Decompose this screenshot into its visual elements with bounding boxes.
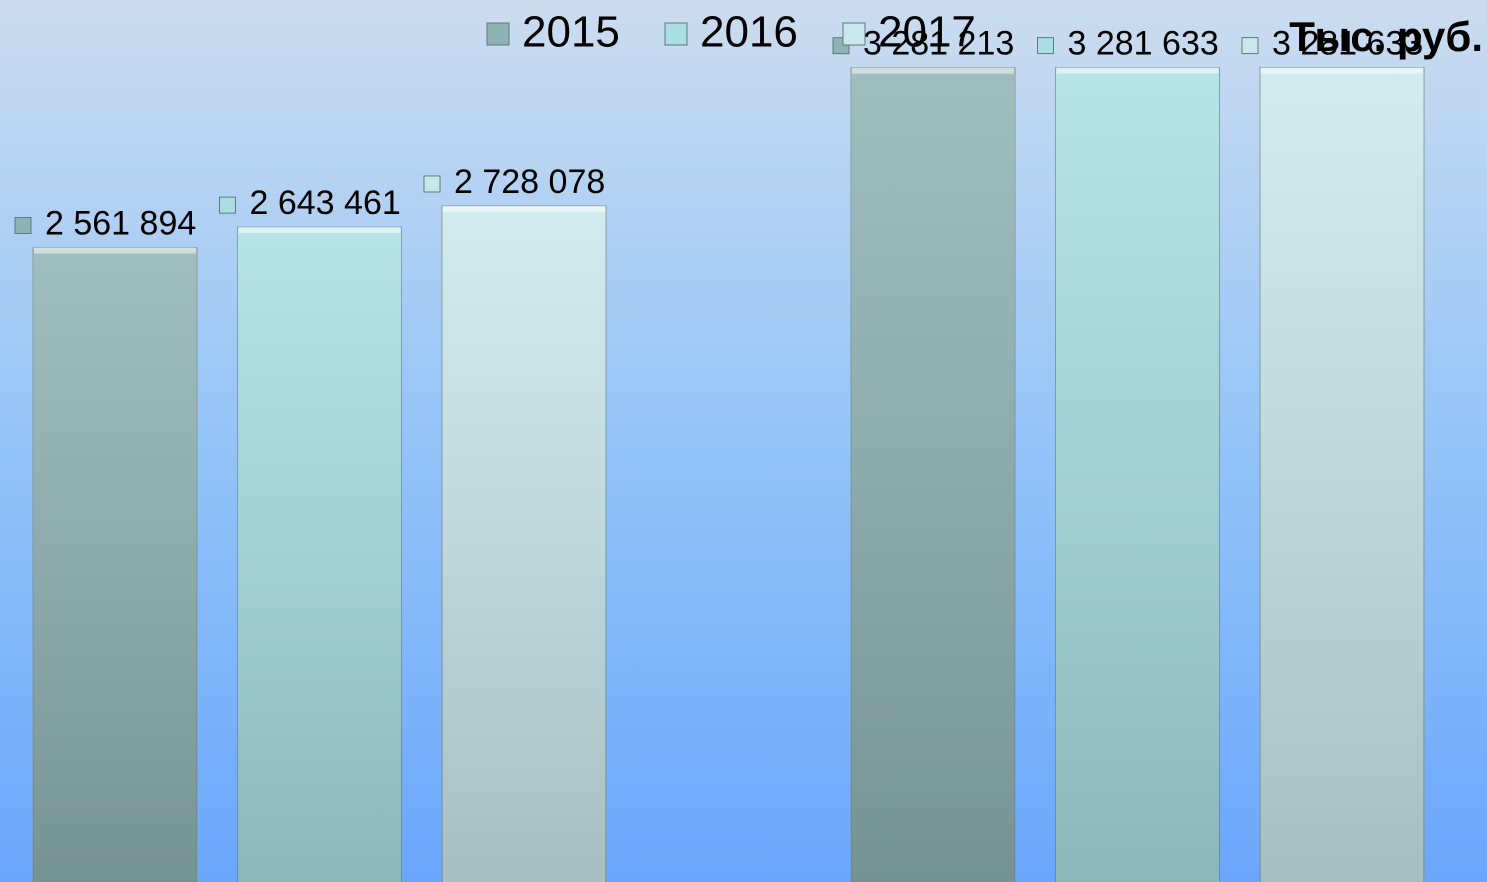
label-marker bbox=[219, 196, 236, 214]
bar-bevel bbox=[238, 227, 401, 234]
label-marker bbox=[14, 217, 32, 235]
legend-label: 2017 bbox=[878, 8, 976, 57]
unit-annotation: Тыс. руб. bbox=[1289, 13, 1483, 60]
legend-marker bbox=[664, 22, 688, 46]
label-marker bbox=[1241, 37, 1259, 55]
legend-label: 2015 bbox=[522, 8, 620, 57]
bar-shade bbox=[33, 247, 197, 882]
legend-marker bbox=[486, 22, 510, 46]
value-label: 2 728 078 bbox=[454, 163, 605, 201]
value-label: 2 643 461 bbox=[250, 184, 401, 222]
bar-bevel bbox=[852, 67, 1014, 74]
bar-shade bbox=[1260, 67, 1424, 882]
bar-shade bbox=[1055, 67, 1220, 882]
label-marker bbox=[1037, 37, 1054, 55]
bar-shade bbox=[851, 67, 1015, 882]
value-label: 3 281 633 bbox=[1068, 25, 1219, 63]
legend-marker bbox=[842, 22, 866, 46]
value-label: 3 281 213 bbox=[863, 25, 1014, 63]
bar-bevel bbox=[1056, 67, 1219, 74]
label-marker bbox=[423, 175, 441, 193]
legend-label: 2016 bbox=[700, 8, 798, 57]
bar-shade bbox=[442, 205, 606, 882]
value-label: 3 281 633 bbox=[1272, 25, 1423, 63]
bar-bevel bbox=[443, 205, 605, 212]
value-label: 2 561 894 bbox=[45, 205, 196, 243]
bar-shade bbox=[237, 227, 402, 882]
bar-bevel bbox=[1261, 67, 1423, 74]
bar-bevel bbox=[34, 247, 196, 254]
